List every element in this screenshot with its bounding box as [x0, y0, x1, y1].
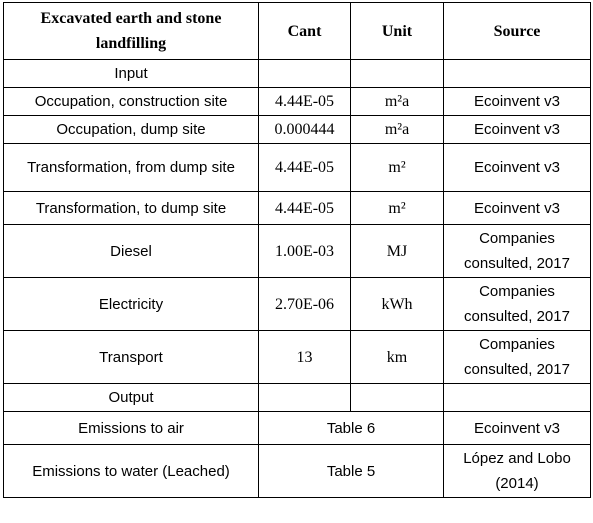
- table-row: Occupation, dump site 0.000444 m²a Ecoinven…: [3, 115, 591, 144]
- table-row: Output: [3, 383, 591, 412]
- table-cell: MJ: [350, 224, 444, 278]
- table-cell: km: [350, 330, 444, 384]
- data-table: Excavated earth and stone landfilling Ca…: [3, 2, 591, 498]
- table-row: Transport 13 km Companies consulted, 2017: [3, 330, 591, 384]
- empty-cell: [443, 59, 591, 88]
- table-cell: Ecoinvent v3: [443, 191, 591, 225]
- empty-cell: [443, 383, 591, 412]
- table-row: Emissions to water (Leached) Table 5 López…: [3, 444, 591, 498]
- table-cell: Occupation, dump site: [3, 115, 259, 144]
- table-row: Electricity 2.70E-06 kWh Companies consulte…: [3, 277, 591, 331]
- table-cell: 4.44E-05: [258, 87, 351, 116]
- table-cell: Table 6: [258, 411, 444, 445]
- table-cell: 0.000444: [258, 115, 351, 144]
- empty-cell: [258, 383, 351, 412]
- table-cell: kWh: [350, 277, 444, 331]
- table-cell: Ecoinvent v3: [443, 115, 591, 144]
- header-cell: Excavated earth and stone landfilling: [3, 2, 259, 60]
- table-cell: m²: [350, 191, 444, 225]
- table-cell: 2.70E-06: [258, 277, 351, 331]
- table-cell: Companies consulted, 2017: [443, 277, 591, 331]
- table-row: Diesel 1.00E-03 MJ Companies consulted, 201…: [3, 224, 591, 278]
- table-cell: m²: [350, 143, 444, 192]
- empty-cell: [350, 59, 444, 88]
- header-cell: Unit: [350, 2, 444, 60]
- table-cell: Emissions to water (Leached): [3, 444, 259, 498]
- table-cell: m²a: [350, 87, 444, 116]
- table-cell: Ecoinvent v3: [443, 143, 591, 192]
- header-cell: Cant: [258, 2, 351, 60]
- table-cell: Transport: [3, 330, 259, 384]
- header-cell: Source: [443, 2, 591, 60]
- table-row: Emissions to air Table 6 Ecoinvent v3: [3, 411, 591, 445]
- empty-cell: [258, 59, 351, 88]
- table-cell: Companies consulted, 2017: [443, 330, 591, 384]
- table-row: Input: [3, 59, 591, 88]
- table-row: Transformation, to dump site 4.44E-05 m² Ec…: [3, 191, 591, 225]
- table-cell: Transformation, to dump site: [3, 191, 259, 225]
- table-cell: 4.44E-05: [258, 191, 351, 225]
- table-cell: López and Lobo (2014): [443, 444, 591, 498]
- table-body: Input Occupation, construction site 4.44E-…: [3, 59, 591, 498]
- table-cell: Electricity: [3, 277, 259, 331]
- table-cell: Ecoinvent v3: [443, 411, 591, 445]
- empty-cell: [350, 383, 444, 412]
- table-cell: m²a: [350, 115, 444, 144]
- table-cell: Transformation, from dump site: [3, 143, 259, 192]
- table-cell: Table 5: [258, 444, 444, 498]
- table-cell: Emissions to air: [3, 411, 259, 445]
- table-cell: Occupation, construction site: [3, 87, 259, 116]
- table-cell: Ecoinvent v3: [443, 87, 591, 116]
- table-row: Transformation, from dump site 4.44E-05 m²…: [3, 143, 591, 192]
- table-cell: Companies consulted, 2017: [443, 224, 591, 278]
- header-row: Excavated earth and stone landfilling Ca…: [3, 2, 591, 60]
- table-cell: Input: [3, 59, 259, 88]
- table-cell: Diesel: [3, 224, 259, 278]
- table-cell: 4.44E-05: [258, 143, 351, 192]
- table-cell: 1.00E-03: [258, 224, 351, 278]
- table-row: Occupation, construction site 4.44E-05 m²a…: [3, 87, 591, 116]
- table-cell: 13: [258, 330, 351, 384]
- table-cell: Output: [3, 383, 259, 412]
